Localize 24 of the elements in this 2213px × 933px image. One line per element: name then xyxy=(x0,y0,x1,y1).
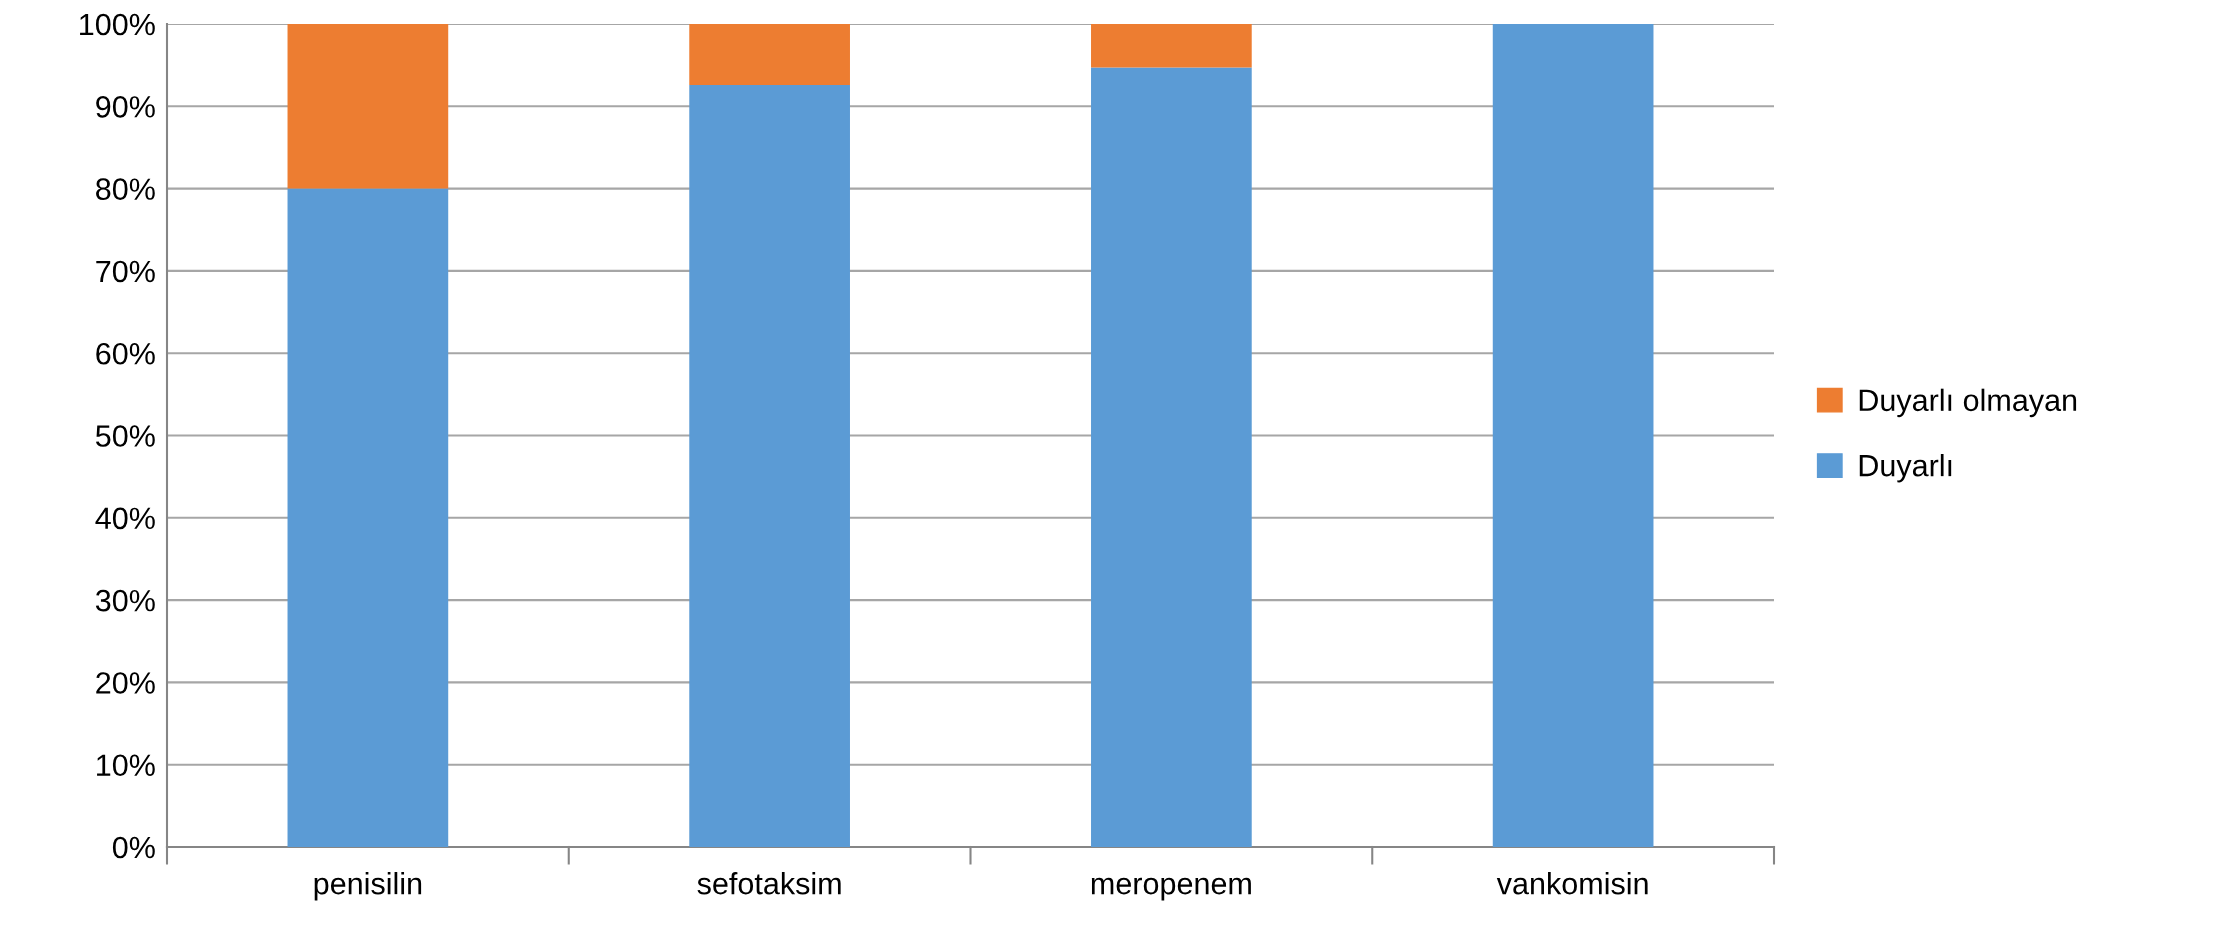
x-tick-label: vankomisin xyxy=(1496,872,1648,895)
bar xyxy=(287,188,449,847)
bar xyxy=(1091,24,1252,68)
y-tick-label: 70% xyxy=(96,260,155,283)
y-tick-label: 40% xyxy=(95,507,155,530)
y-tick-label: 0% xyxy=(112,836,155,859)
legend-label: Duyarlı olmayan xyxy=(1859,388,2077,418)
x-tick-label: sefotaksim xyxy=(697,872,841,895)
x-tick-label: penisilin xyxy=(314,872,422,901)
y-tick-label: 80% xyxy=(96,178,155,200)
y-tick-label: 50% xyxy=(95,425,155,447)
bar xyxy=(689,24,850,85)
x-tick-label: meropenem xyxy=(1091,877,1251,901)
y-tick-label: 30% xyxy=(95,589,155,612)
bar xyxy=(689,84,850,847)
legend-label: Duyarlı xyxy=(1859,454,1952,483)
y-tick-label: 60% xyxy=(96,342,155,365)
y-tick-label: 90% xyxy=(96,96,155,118)
y-tick-label: 20% xyxy=(96,672,155,694)
y-tick-label: 10% xyxy=(97,754,155,777)
bar xyxy=(287,24,449,189)
bar xyxy=(1091,67,1252,847)
y-tick-label: 100% xyxy=(80,13,155,36)
bar xyxy=(1492,24,1654,847)
